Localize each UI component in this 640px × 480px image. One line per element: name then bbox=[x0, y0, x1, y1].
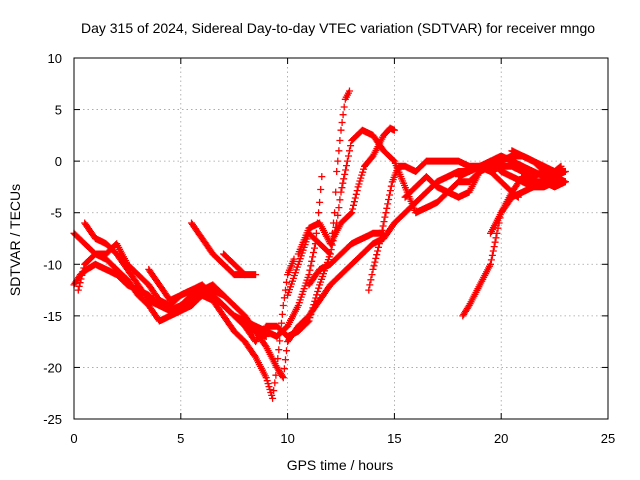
y-axis-label: SDTVAR / TECUs bbox=[7, 184, 23, 296]
y-tick-label: -10 bbox=[43, 257, 62, 272]
x-tick-label: 20 bbox=[494, 431, 508, 446]
data-track bbox=[220, 250, 260, 279]
data-track bbox=[284, 87, 353, 299]
data-track bbox=[305, 229, 388, 289]
y-tick-label: -15 bbox=[43, 309, 62, 324]
data-points bbox=[70, 87, 569, 402]
x-tick-label: 15 bbox=[387, 431, 401, 446]
data-point-markers bbox=[188, 219, 249, 279]
y-tick-label: -25 bbox=[43, 412, 62, 427]
chart-title: Day 315 of 2024, Sidereal Day-to-day VTE… bbox=[81, 20, 595, 36]
data-point-markers bbox=[455, 152, 559, 181]
data-track bbox=[145, 265, 270, 340]
data-track bbox=[508, 147, 569, 186]
y-tick-label: -20 bbox=[43, 360, 62, 375]
y-tick-labels: -25 -20 -15 -10 -5 0 5 10 bbox=[43, 51, 608, 427]
plot-frame bbox=[73, 57, 609, 420]
data-track bbox=[459, 178, 569, 320]
data-point-markers bbox=[305, 229, 388, 289]
x-axis-label: GPS time / hours bbox=[287, 457, 394, 473]
y-tick-label: -5 bbox=[50, 206, 62, 221]
grid bbox=[74, 58, 608, 419]
data-point-markers bbox=[459, 178, 569, 320]
x-tick-label: 5 bbox=[177, 431, 184, 446]
y-tick-label: 10 bbox=[48, 51, 62, 66]
data-point-markers bbox=[220, 250, 260, 279]
data-track bbox=[294, 124, 398, 258]
data-point-markers bbox=[294, 124, 398, 258]
y-tick-label: 0 bbox=[55, 154, 62, 169]
x-tick-label: 0 bbox=[70, 431, 77, 446]
data-point-markers bbox=[145, 265, 270, 340]
data-track bbox=[81, 219, 227, 315]
data-point-markers bbox=[284, 87, 353, 299]
y-tick-label: 5 bbox=[55, 103, 62, 118]
data-point-markers bbox=[508, 147, 569, 186]
data-track bbox=[455, 152, 559, 181]
x-tick-labels: 0 5 10 15 20 25 bbox=[70, 58, 615, 446]
x-tick-label: 25 bbox=[601, 431, 615, 446]
x-tick-label: 10 bbox=[280, 431, 294, 446]
data-point-markers bbox=[81, 219, 227, 315]
data-track bbox=[188, 219, 249, 279]
